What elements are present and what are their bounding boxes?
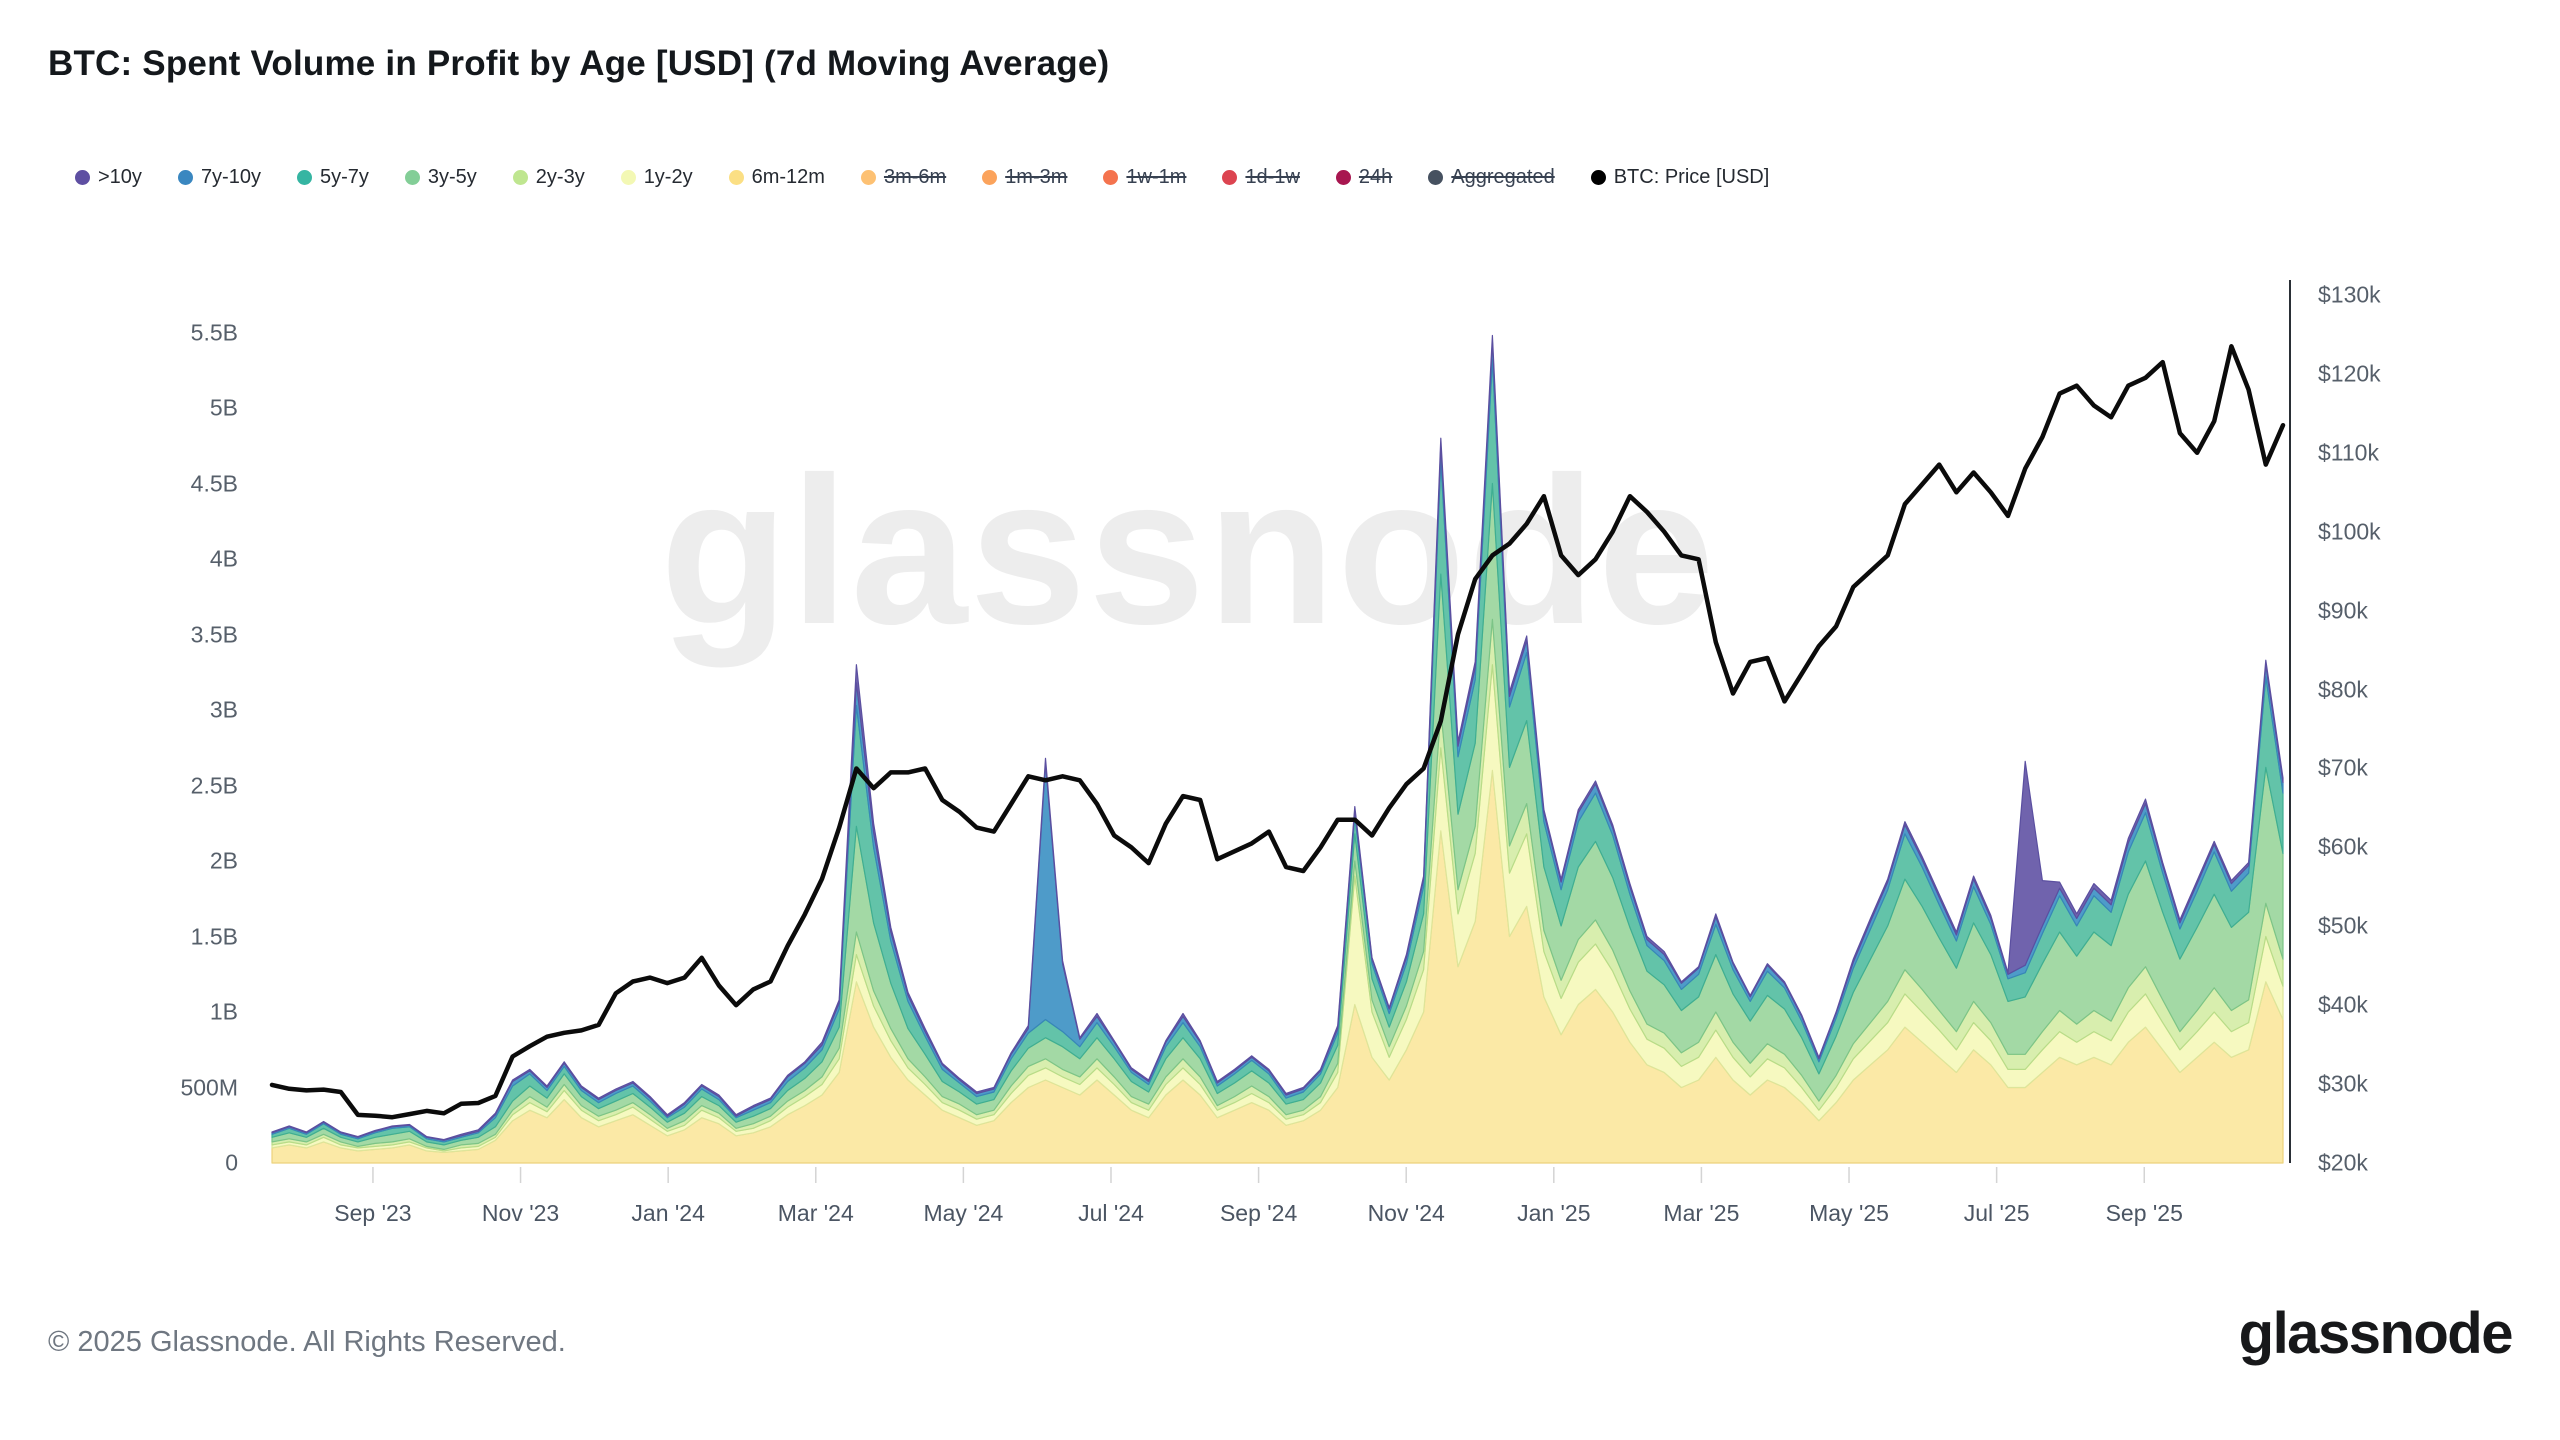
price-tick-label: $60k [2318, 833, 2368, 860]
price-tick-label: $20k [2318, 1149, 2368, 1176]
price-tick-label: $50k [2318, 912, 2368, 939]
volume-tick-label: 4B [209, 545, 238, 572]
legend-label-gt10y: >10y [98, 165, 142, 188]
volume-tick-label: 4.5B [190, 470, 238, 496]
price-tick-label: $30k [2318, 1070, 2368, 1097]
date-tick-label: Jul '24 [1078, 1200, 1144, 1226]
legend-dot-5y-7y [296, 169, 312, 185]
legend-dot-1y-2y [620, 169, 636, 185]
legend-item-7y-10y[interactable]: 7y-10y [177, 165, 261, 189]
volume-tick-label: 5.5B [190, 319, 238, 345]
volume-tick-label: 3B [209, 696, 238, 723]
price-tick-label: $100k [2318, 518, 2381, 545]
volume-tick-label: 1B [209, 998, 238, 1025]
price-tick-label: $70k [2318, 754, 2368, 781]
legend-item-2y-3y[interactable]: 2y-3y [512, 165, 585, 189]
date-tick-label: Sep '25 [2105, 1200, 2183, 1226]
price-tick-label: $90k [2318, 597, 2368, 624]
legend-dot-1d-1w [1222, 169, 1238, 185]
legend-item-3m-6m[interactable]: 3m-6m [860, 165, 947, 189]
date-tick-label: Jan '24 [631, 1200, 705, 1226]
legend-label-1w-1m: 1w-1m [1126, 165, 1187, 188]
legend-dot-2y-3y [512, 169, 528, 185]
date-tick-label: May '24 [923, 1200, 1004, 1226]
legend-dot-7y-10y [177, 169, 193, 185]
volume-tick-label: 500M [180, 1074, 238, 1100]
volume-tick-label: 2B [209, 847, 238, 874]
price-tick-label: $80k [2318, 676, 2368, 703]
legend-label-24h: 24h [1358, 165, 1393, 188]
volume-tick-label: 3.5B [190, 621, 238, 647]
legend-dot-24h [1335, 169, 1351, 185]
legend-item-24h[interactable]: 24h [1335, 165, 1393, 189]
chart-legend: >10y 7y-10y 5y-7y 3y-5y 2y-3y 1y-2y 6m-12m 3m-6… [75, 160, 1769, 194]
legend-item-1y-2y[interactable]: 1y-2y [620, 165, 693, 189]
legend-item-1d-1w[interactable]: 1d-1w [1222, 165, 1300, 189]
legend-item-aggregated[interactable]: Aggregated [1428, 165, 1555, 189]
legend-dot-3m-6m [860, 169, 876, 185]
legend-dot-1w-1m [1103, 169, 1119, 185]
legend-label-7y-10y: 7y-10y [200, 165, 261, 188]
legend-dot-gt10y [75, 169, 90, 185]
legend-item-1m-3m[interactable]: 1m-3m [982, 166, 1067, 189]
price-tick-label: $120k [2318, 360, 2381, 387]
date-tick-label: Nov '24 [1367, 1200, 1445, 1226]
price-tick-label: $130k [2318, 281, 2381, 308]
legend-label-1y-2y: 1y-2y [643, 165, 693, 188]
legend-item-1w-1m[interactable]: 1w-1m [1103, 166, 1186, 189]
legend-dot-3y-5y [404, 169, 420, 185]
legend-item-6m-12m[interactable]: 6m-12m [728, 165, 825, 189]
date-tick-label: May '25 [1809, 1200, 1889, 1226]
legend-dot-aggregated [1428, 169, 1444, 185]
volume-tick-label: 1.5B [190, 923, 238, 949]
copyright-text: © 2025 Glassnode. All Rights Reserved. [48, 1326, 566, 1358]
date-tick-label: Sep '24 [1219, 1200, 1298, 1226]
legend-label-3m-6m: 3m-6m [883, 165, 947, 188]
legend-label-1m-3m: 1m-3m [1005, 165, 1068, 188]
area-band-gt10y [271, 334, 2284, 1141]
legend-item-3y-5y[interactable]: 3y-5y [404, 165, 477, 189]
date-tick-label: Sep '23 [334, 1200, 412, 1226]
date-tick-label: Nov '23 [481, 1200, 560, 1226]
date-tick-label: Jan '25 [1517, 1200, 1591, 1226]
date-tick-label: Mar '25 [1663, 1200, 1740, 1226]
legend-label-5y-7y: 5y-7y [319, 165, 369, 188]
page-title: BTC: Spent Volume in Profit by Age [USD]… [48, 44, 1110, 83]
legend-dot-6m-12m [728, 169, 744, 185]
legend-label-6m-12m: 6m-12m [751, 165, 825, 188]
legend-item-btc-price[interactable]: BTC: Price [USD] [1590, 165, 1770, 189]
btc-price-line [269, 344, 2286, 1120]
legend-item-gt10y[interactable]: >10y [75, 166, 142, 189]
price-tick-label: $110k [2318, 439, 2379, 466]
volume-tick-label: 2.5B [190, 772, 238, 798]
price-tick-label: $40k [2318, 991, 2368, 1018]
glassnode-logo: glassnode [2238, 1301, 2514, 1366]
volume-tick-label: 5B [209, 394, 238, 421]
date-tick-label: Jul '25 [1963, 1200, 2030, 1226]
legend-dot-btc-price [1590, 169, 1606, 185]
legend-dot-1m-3m [982, 169, 998, 185]
legend-label-1d-1w: 1d-1w [1245, 165, 1300, 188]
date-tick-label: Mar '24 [777, 1200, 854, 1226]
legend-item-5y-7y[interactable]: 5y-7y [296, 165, 369, 189]
legend-label-aggregated: Aggregated [1451, 165, 1555, 188]
legend-label-btc-price: BTC: Price [USD] [1613, 165, 1770, 188]
legend-label-2y-3y: 2y-3y [535, 165, 585, 188]
volume-tick-label: 0 [225, 1149, 238, 1176]
legend-label-3y-5y: 3y-5y [427, 165, 477, 188]
